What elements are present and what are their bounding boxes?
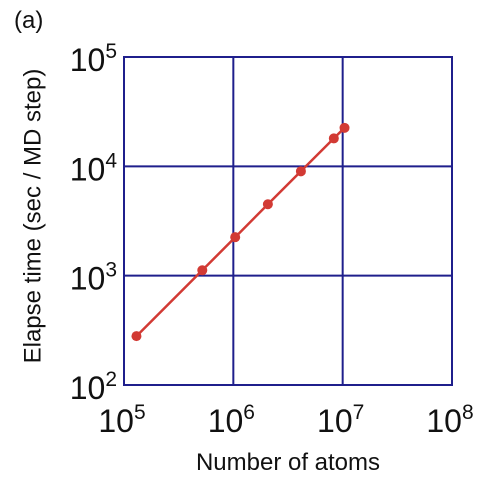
y-tick-label: 102 bbox=[70, 368, 117, 406]
y-axis-label: Elapse time (sec / MD step) bbox=[19, 69, 46, 364]
x-tick-label: 106 bbox=[208, 401, 255, 439]
grid bbox=[124, 57, 452, 385]
data-point bbox=[262, 199, 273, 210]
x-tick-label: 108 bbox=[426, 401, 473, 439]
data-point bbox=[230, 232, 241, 243]
x-tick-label: 105 bbox=[98, 401, 145, 439]
data-point bbox=[131, 331, 142, 342]
x-axis-label: Number of atoms bbox=[196, 449, 380, 476]
data-point bbox=[328, 133, 339, 144]
y-tick-label: 103 bbox=[70, 259, 117, 297]
y-tick-label: 104 bbox=[70, 149, 118, 187]
series bbox=[131, 122, 350, 342]
y-axis-ticks: 102 103 104 105 bbox=[70, 40, 118, 406]
data-point bbox=[197, 265, 208, 276]
x-axis-ticks: 105 106 107 108 bbox=[98, 401, 473, 439]
panel-label: (a) bbox=[14, 7, 43, 34]
plot-area bbox=[123, 56, 453, 386]
series-line bbox=[135, 126, 346, 337]
y-tick-label: 105 bbox=[70, 40, 117, 78]
x-tick-label: 107 bbox=[317, 401, 364, 439]
data-point bbox=[295, 166, 306, 177]
data-point bbox=[339, 122, 350, 133]
